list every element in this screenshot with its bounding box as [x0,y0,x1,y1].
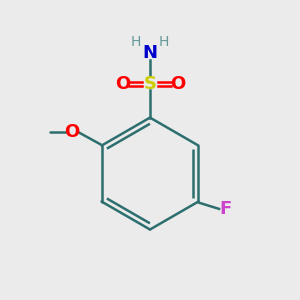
Text: H: H [131,34,141,49]
Text: N: N [142,44,158,62]
Text: H: H [159,34,169,49]
Text: O: O [170,75,185,93]
Text: S: S [143,75,157,93]
Text: O: O [115,75,130,93]
Text: O: O [64,123,80,141]
Text: F: F [219,200,232,218]
